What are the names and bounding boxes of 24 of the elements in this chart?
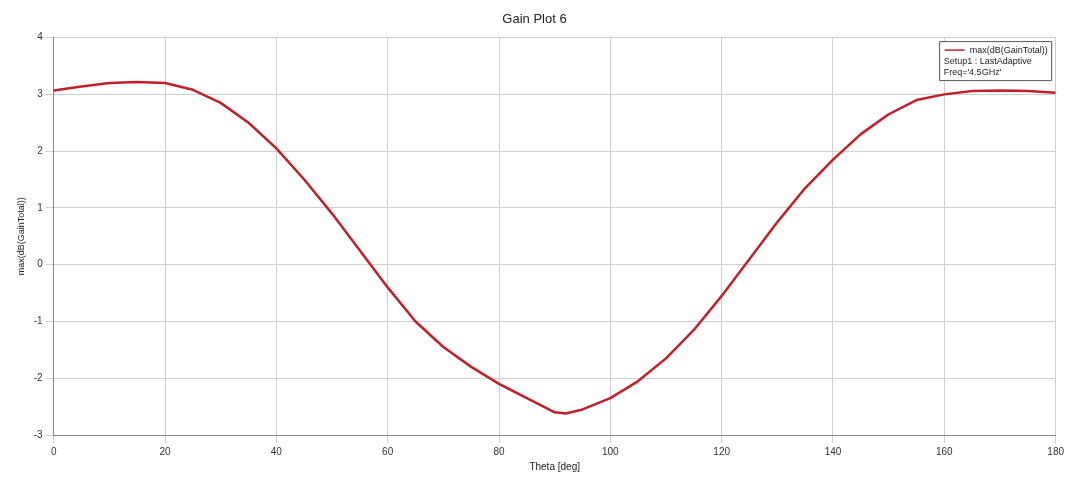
y-tick-label: 3 — [37, 88, 44, 100]
x-tick-label: 80 — [493, 445, 506, 457]
y-tick-label: -2 — [33, 371, 44, 383]
x-tick-label: 120 — [713, 445, 731, 457]
chart-title: Gain Plot 6 — [502, 11, 567, 27]
y-tick-label: -1 — [33, 315, 44, 327]
x-tick-label: 100 — [602, 445, 620, 457]
annotation: Setup1 : LastAdaptive — [943, 55, 1032, 66]
annotation: Freq='4.5GHz' — [943, 66, 1002, 77]
x-tick-label: 160 — [935, 445, 954, 457]
y-tick-label: -3 — [33, 428, 44, 440]
y-tick-label: 4 — [37, 31, 44, 43]
legend-label: max(dB(GainTotal)) — [969, 44, 1048, 55]
y-axis-title: max(dB(GainTotal)) — [15, 197, 26, 276]
y-tick-label: 1 — [37, 201, 44, 213]
x-tick-label: 0 — [50, 445, 57, 457]
x-tick-label: 140 — [824, 445, 842, 457]
x-tick-label: 60 — [382, 445, 394, 457]
x-tick-label: 180 — [1047, 445, 1065, 457]
x-tick-label: 40 — [270, 445, 283, 457]
x-tick-label: 20 — [159, 445, 172, 457]
x-axis-title: Theta [deg] — [529, 460, 581, 472]
y-tick-label: 0 — [37, 258, 44, 270]
y-tick-label: 2 — [37, 144, 44, 156]
